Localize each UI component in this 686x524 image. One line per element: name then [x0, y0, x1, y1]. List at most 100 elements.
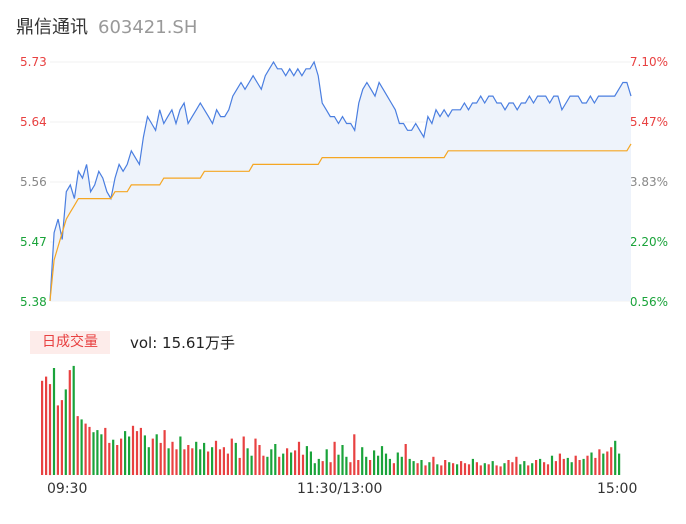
- volume-bar: [242, 436, 245, 475]
- volume-bar: [128, 436, 131, 475]
- volume-bar: [487, 464, 490, 475]
- volume-bar: [286, 448, 289, 476]
- volume-bar: [428, 462, 431, 475]
- volume-bar: [151, 438, 154, 475]
- volume-bar: [163, 430, 166, 475]
- volume-bar: [452, 463, 455, 475]
- volume-bar: [361, 447, 364, 475]
- volume-bar: [515, 456, 518, 475]
- volume-bar: [384, 453, 388, 475]
- average-price-line: [49, 143, 632, 302]
- volume-bar: [131, 425, 135, 475]
- volume-bar: [222, 447, 225, 475]
- volume-bar: [610, 447, 613, 475]
- volume-bar: [262, 455, 265, 475]
- volume-bar: [365, 456, 368, 475]
- volume-bar: [68, 370, 71, 475]
- volume-bar: [554, 461, 557, 475]
- y-right-tick: 2.20%: [629, 235, 668, 249]
- volume-bar: [76, 416, 79, 475]
- volume-bar: [578, 460, 581, 475]
- volume-bar: [250, 455, 253, 475]
- volume-bar: [523, 461, 526, 475]
- volume-bar: [353, 434, 356, 475]
- volume-bar: [558, 453, 561, 475]
- volume-bar: [400, 456, 403, 475]
- volume-bar: [380, 446, 384, 475]
- volume-bar: [294, 450, 297, 475]
- volume-bar: [313, 463, 316, 475]
- volume-bar: [369, 460, 372, 475]
- volume-bar: [463, 463, 467, 475]
- volume-bar: [270, 449, 273, 475]
- volume-bar: [598, 449, 601, 475]
- volume-bar: [175, 449, 178, 475]
- x-tick-close: 15:00: [597, 481, 638, 497]
- volume-bar: [456, 464, 459, 475]
- volume-bar: [373, 450, 376, 475]
- volume-bar: [254, 438, 257, 475]
- y-right-tick: 3.83%: [629, 175, 668, 189]
- stock-code: 603421.SH: [98, 17, 198, 38]
- volume-bar: [590, 452, 593, 475]
- volume-bar: [420, 460, 423, 475]
- volume-bar: [349, 462, 352, 475]
- volume-bar: [116, 445, 119, 475]
- volume-bar: [460, 461, 463, 475]
- stock-title: 鼎信通讯 603421.SH: [16, 13, 197, 39]
- price-line: [49, 60, 632, 302]
- volume-bar: [104, 427, 107, 475]
- volume-bar: [41, 380, 44, 475]
- volume-bar: [377, 455, 380, 475]
- volume-bar: [187, 445, 190, 475]
- volume-bar: [147, 447, 150, 475]
- y-right-tick: 0.56%: [629, 295, 668, 309]
- y-right-tick: 7.10%: [629, 55, 668, 69]
- volume-bar: [483, 463, 486, 475]
- volume-summary: vol: 15.61万手: [130, 334, 235, 352]
- volume-bar: [112, 439, 115, 475]
- volume-bar: [183, 449, 186, 475]
- volume-bar: [143, 435, 146, 475]
- volume-bar: [527, 465, 530, 475]
- volume-bar: [155, 434, 158, 475]
- volume-bar: [345, 456, 348, 475]
- volume-bar: [218, 449, 222, 475]
- volume-bar: [471, 458, 474, 475]
- volume-bar: [582, 458, 585, 475]
- volume-bar: [230, 438, 233, 475]
- volume-bar: [550, 455, 554, 475]
- volume-bar: [100, 434, 103, 475]
- volume-bar: [546, 464, 550, 475]
- volume-bar: [282, 453, 285, 475]
- price-area: [50, 62, 631, 301]
- volume-bar: [84, 423, 87, 475]
- volume-bar: [440, 465, 443, 475]
- x-tick-open: 09:30: [47, 481, 88, 497]
- volume-tab[interactable]: 日成交量: [30, 331, 110, 354]
- volume-bar: [124, 431, 127, 475]
- volume-bar: [301, 454, 305, 475]
- volume-bar: [444, 460, 447, 475]
- volume-bar: [108, 442, 111, 475]
- volume-bar: [519, 464, 522, 475]
- volume-bar: [159, 442, 162, 475]
- volume-bar: [290, 452, 293, 475]
- volume-bar: [195, 441, 198, 475]
- volume-bar: [574, 455, 577, 475]
- volume-bar: [321, 461, 324, 475]
- volume-bar: [72, 365, 75, 475]
- volume-bar: [234, 442, 237, 475]
- y-left-tick: 5.64: [20, 115, 47, 129]
- volume-bar: [238, 457, 241, 475]
- volume-bar: [448, 462, 451, 475]
- volume-bar: [64, 389, 67, 475]
- volume-bar: [135, 431, 139, 475]
- volume-bar: [408, 458, 411, 475]
- volume-bar: [246, 448, 249, 476]
- volume-bar: [317, 458, 320, 475]
- volume-bar: [495, 465, 498, 475]
- volume-bar: [499, 466, 502, 475]
- volume-bar: [80, 419, 83, 475]
- volume-bar: [207, 451, 210, 475]
